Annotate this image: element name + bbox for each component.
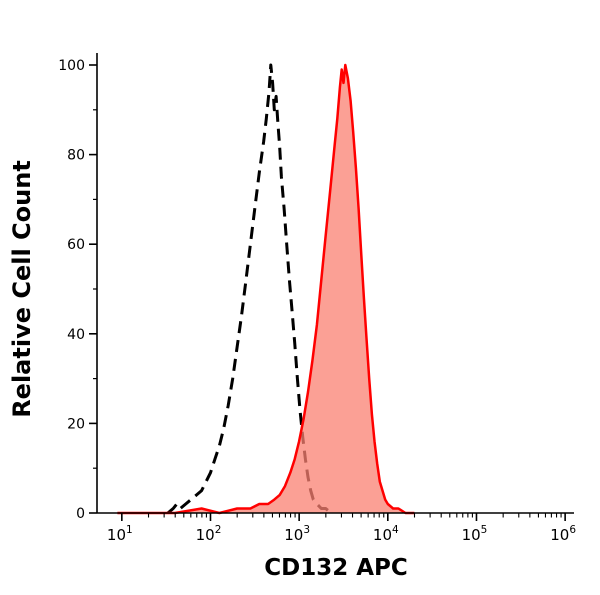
y-tick-label: 40 — [67, 327, 85, 343]
cd132-apc-stained-curve — [117, 63, 415, 515]
y-tick-label: 60 — [67, 237, 85, 253]
y-axis-title: Relative Cell Count — [8, 160, 36, 418]
x-tick-label: 105 — [462, 524, 488, 544]
x-tick-label: 103 — [284, 524, 310, 544]
y-tick-label: 80 — [67, 148, 85, 164]
cd132-apc-stained-fill — [117, 65, 415, 513]
y-tick-label: 0 — [76, 506, 85, 522]
x-axis-title: CD132 APC — [264, 555, 408, 581]
x-tick-label: 101 — [107, 524, 133, 544]
plot-layer — [117, 63, 415, 515]
x-tick-label: 106 — [550, 524, 576, 544]
axis-layer: 0 20 40 60 80 100 101 102 103 104 105 106 — [58, 53, 576, 544]
x-tick-label: 102 — [196, 524, 222, 544]
x-tick-label: 104 — [373, 524, 399, 544]
y-tick-label: 100 — [58, 58, 85, 74]
y-tick-label: 20 — [67, 416, 85, 432]
